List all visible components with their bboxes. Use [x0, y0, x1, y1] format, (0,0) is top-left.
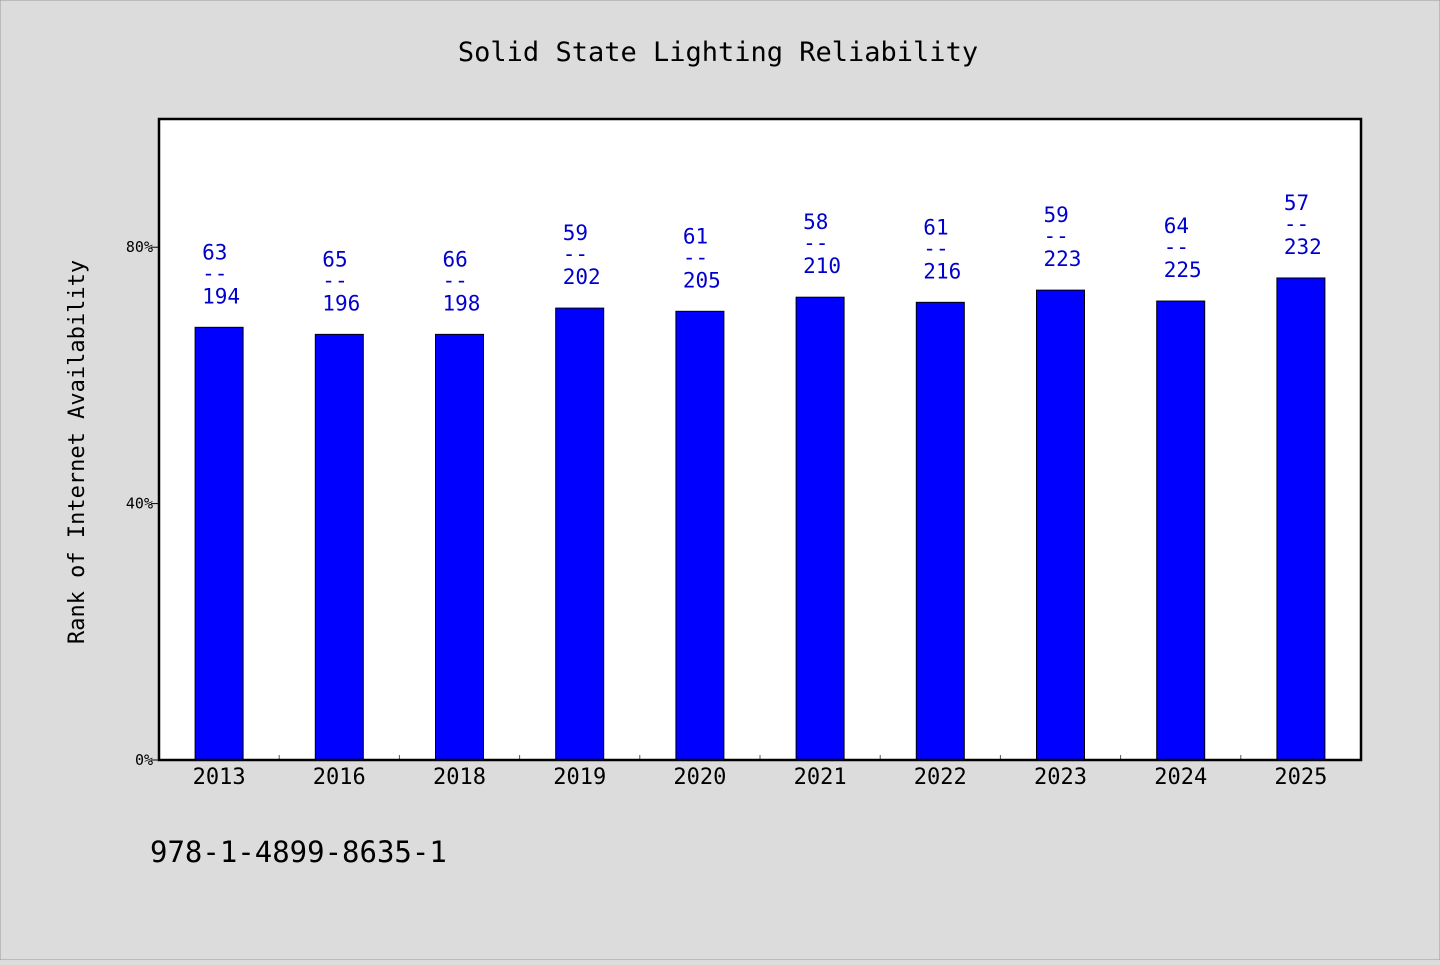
y-tick-label: 0% — [135, 751, 153, 769]
x-tick-label: 2019 — [553, 765, 606, 790]
bar — [795, 296, 845, 761]
bar — [1156, 300, 1206, 761]
bar — [915, 301, 965, 761]
data-label-separator: -- — [443, 268, 468, 292]
data-label-top: 59 — [1044, 203, 1069, 227]
data-label-separator: -- — [1164, 235, 1189, 259]
data-label-bottom: 202 — [563, 265, 601, 289]
bar — [194, 326, 244, 761]
data-label-bottom: 198 — [443, 291, 481, 315]
data-label-separator: -- — [923, 236, 948, 260]
data-label-top: 61 — [683, 224, 708, 248]
data-label-bottom: 210 — [803, 254, 841, 278]
bar — [675, 310, 725, 761]
data-label-separator: -- — [202, 261, 227, 285]
data-label-separator: -- — [1044, 224, 1069, 248]
data-label-bottom: 196 — [322, 291, 360, 315]
data-label-top: 63 — [202, 240, 227, 264]
x-tick-label: 2013 — [193, 765, 246, 790]
plot-frame — [157, 117, 1363, 762]
data-label-separator: -- — [1284, 212, 1309, 236]
data-label-bottom: 232 — [1284, 235, 1322, 259]
x-tick-label: 2021 — [794, 765, 847, 790]
data-label-bottom: 194 — [202, 284, 240, 308]
bar — [555, 307, 605, 761]
data-label-bottom: 216 — [923, 259, 961, 283]
x-tick-label: 2016 — [313, 765, 366, 790]
bar — [314, 333, 364, 761]
x-tick-label: 2023 — [1034, 765, 1087, 790]
footer-identifier: 978-1-4899-8635-1 — [150, 835, 447, 869]
data-label-bottom: 205 — [683, 268, 721, 292]
data-label-top: 58 — [803, 210, 828, 234]
data-label-top: 64 — [1164, 214, 1189, 238]
data-label-top: 66 — [443, 247, 468, 271]
x-tick-label: 2018 — [433, 765, 486, 790]
x-tick-label: 2020 — [673, 765, 726, 790]
y-tick-label: 80% — [126, 238, 153, 256]
data-label-top: 65 — [322, 247, 347, 271]
y-axis-label: Rank of Internet Availability — [65, 260, 90, 644]
data-label-bottom: 223 — [1044, 247, 1082, 271]
data-label-bottom: 225 — [1164, 258, 1202, 282]
data-label-separator: -- — [683, 245, 708, 269]
x-tick-label: 2022 — [914, 765, 967, 790]
chart-title: Solid State Lighting Reliability — [458, 37, 978, 68]
y-tick-label: 40% — [126, 495, 153, 513]
bar — [435, 333, 484, 761]
bar — [1036, 289, 1085, 761]
data-label-top: 57 — [1284, 191, 1309, 215]
data-label-separator: -- — [803, 231, 828, 255]
data-label-top: 59 — [563, 221, 588, 245]
x-tick-label: 2024 — [1154, 765, 1207, 790]
data-label-separator: -- — [322, 268, 347, 292]
bar — [1276, 277, 1326, 761]
x-tick-label: 2025 — [1274, 765, 1327, 790]
data-label-top: 61 — [923, 215, 948, 239]
data-label-separator: -- — [563, 242, 588, 266]
